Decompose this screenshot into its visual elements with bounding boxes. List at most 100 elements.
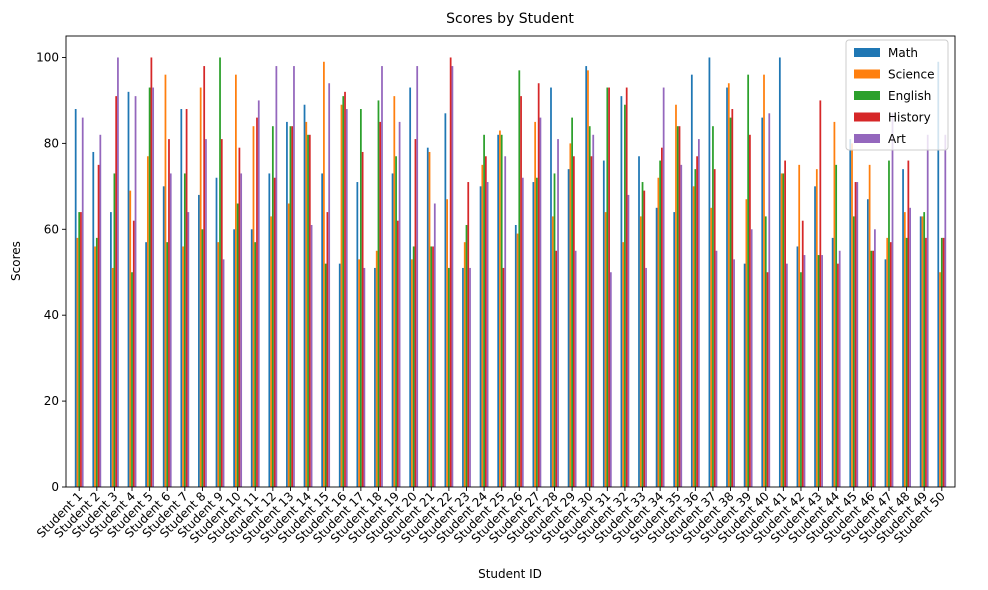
bar-science-20 [411,259,413,487]
bar-history-35 [678,126,681,487]
bar-math-48 [902,169,904,487]
bar-science-16 [340,104,343,487]
bar-science-12 [270,216,272,487]
bar-english-22 [448,267,450,487]
y-tick-label: 80 [44,136,59,150]
bar-history-20 [414,139,417,487]
bar-english-14 [307,134,309,488]
bar-science-49 [921,216,924,487]
bar-math-44 [831,237,834,487]
bar-art-5 [152,87,155,487]
bar-english-40 [764,216,767,487]
bar-math-34 [655,207,658,487]
bar-math-1 [74,109,77,488]
bar-history-1 [80,212,82,487]
bar-science-34 [657,177,660,488]
bar-science-26 [516,233,519,487]
bar-art-29 [574,250,577,487]
legend-label-math: Math [888,46,918,60]
bar-science-48 [903,212,906,487]
bar-math-42 [796,246,799,487]
bar-math-2 [92,151,95,487]
bar-science-28 [551,216,554,487]
bar-science-2 [94,246,96,487]
bar-art-37 [715,250,718,487]
bar-math-46 [866,199,869,487]
bar-english-45 [852,216,855,487]
bar-science-50 [939,272,941,487]
bar-english-34 [659,160,662,487]
bar-math-3 [110,212,112,487]
bar-math-45 [849,139,852,487]
bar-history-13 [291,126,294,487]
bar-science-35 [675,104,677,487]
bar-history-3 [115,96,118,487]
bar-science-37 [710,207,713,487]
bar-science-44 [833,121,836,488]
bar-art-36 [697,139,700,487]
bar-science-45 [851,143,853,487]
bar-english-30 [588,126,591,487]
bar-art-25 [504,156,507,487]
bar-art-48 [909,207,911,487]
bar-english-7 [183,173,186,487]
bar-english-15 [324,263,327,487]
bar-math-50 [937,61,940,488]
bar-math-40 [761,117,764,488]
bar-math-39 [743,263,746,487]
bar-english-11 [254,242,257,487]
bar-english-6 [166,242,169,487]
bar-history-43 [819,100,822,488]
bar-art-19 [398,121,401,488]
bar-history-29 [572,156,575,487]
legend: Math Science English History Art [845,39,949,151]
bar-english-28 [553,173,556,487]
bar-science-25 [499,130,501,487]
legend-swatch-math [854,48,880,57]
bar-history-7 [185,109,188,488]
bar-math-35 [673,212,676,487]
bar-math-28 [550,87,552,487]
bar-art-43 [821,255,823,487]
bar-english-23 [465,224,468,488]
bar-math-32 [620,96,623,487]
bar-history-48 [907,160,910,487]
legend-label-english: English [888,89,931,103]
bar-math-22 [444,113,447,487]
bar-english-20 [412,246,415,487]
bar-english-46 [870,250,873,487]
bar-math-13 [286,121,288,488]
bar-history-23 [467,182,470,488]
bar-art-39 [750,229,753,488]
bar-art-38 [733,259,735,487]
y-axis-title: Scores [9,241,23,281]
bar-english-4 [131,272,133,487]
bar-math-24 [479,186,482,487]
bar-math-15 [321,173,324,487]
bar-science-8 [199,87,202,487]
bar-english-29 [571,117,573,488]
bar-english-8 [201,229,204,488]
bar-math-19 [391,173,394,487]
bar-english-42 [800,272,802,487]
bar-english-38 [729,117,732,488]
bar-art-13 [293,66,295,487]
bar-history-19 [396,220,399,487]
bar-science-6 [164,74,167,487]
bar-math-49 [919,216,922,487]
bar-art-34 [662,87,665,487]
bar-math-33 [638,156,640,487]
bar-art-26 [521,177,524,488]
bar-math-29 [567,169,570,487]
bar-science-33 [639,216,642,487]
bar-english-17 [359,109,362,488]
legend-box [845,39,949,151]
bar-art-10 [240,173,243,487]
bar-english-10 [236,203,239,487]
bars-layer [74,57,947,488]
bar-art-23 [469,267,471,487]
y-tick-label: 60 [44,222,59,236]
bar-math-18 [374,267,376,487]
bar-math-36 [690,74,693,487]
plot-frame [65,35,956,488]
